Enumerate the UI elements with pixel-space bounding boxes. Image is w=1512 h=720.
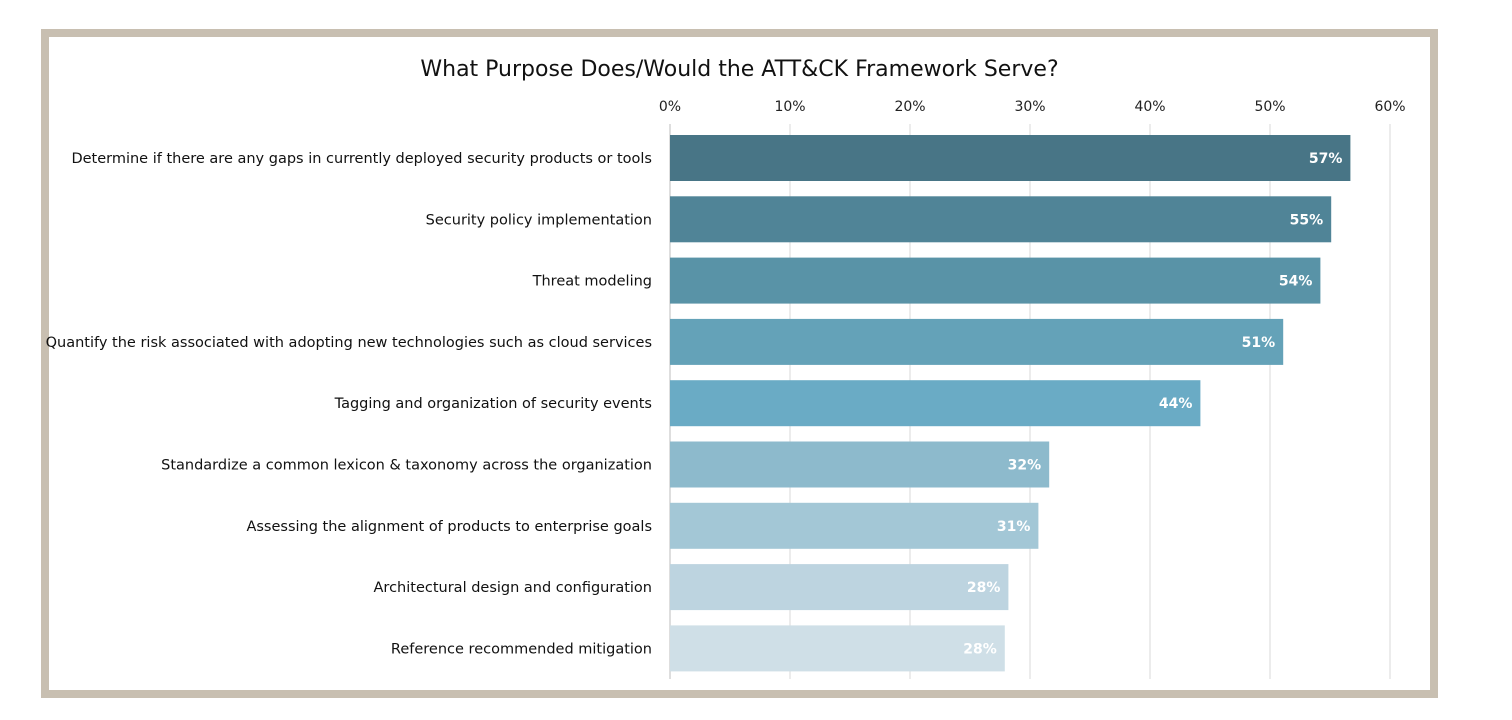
data-label: 54% [1279,274,1313,290]
bar [670,380,1201,427]
x-tick-label: 0% [659,99,681,115]
category-label: Assessing the alignment of products to e… [246,519,652,535]
bars [670,135,1351,672]
data-label: 28% [963,641,997,657]
data-label: 44% [1159,396,1193,412]
data-label: 51% [1242,335,1276,351]
value-labels: 57% 55% 54% 51% 44% 32% 31% 28% 28% [963,151,1342,657]
data-label: 32% [1008,458,1042,474]
category-label: Quantify the risk associated with adopti… [46,335,652,351]
bar [670,318,1284,365]
category-label: Threat modeling [532,274,652,290]
bar [670,441,1050,488]
data-label: 57% [1309,151,1343,167]
x-tick-label: 60% [1374,99,1405,115]
x-tick-label: 30% [1014,99,1045,115]
data-label: 31% [997,519,1031,535]
data-label: 28% [967,580,1001,596]
category-label: Security policy implementation [426,212,652,228]
category-label: Determine if there are any gaps in curre… [71,151,652,167]
bar [670,196,1332,243]
category-label: Reference recommended mitigation [391,641,652,657]
bar [670,625,1005,672]
category-labels: Determine if there are any gaps in curre… [46,151,652,657]
x-tick-label: 50% [1254,99,1285,115]
x-axis-ticks: 0% 10% 20% 30% 40% 50% 60% [659,99,1406,115]
category-label: Standardize a common lexicon & taxonomy … [161,458,652,474]
x-tick-label: 10% [774,99,805,115]
category-label: Architectural design and configuration [374,580,652,596]
bar [670,502,1039,549]
bar [670,135,1351,181]
x-tick-label: 40% [1134,99,1165,115]
bar [670,257,1321,304]
bar [670,564,1009,611]
chart-title: What Purpose Does/Would the ATT&CK Frame… [420,57,1059,82]
x-tick-label: 20% [894,99,925,115]
category-label: Tagging and organization of security eve… [334,396,652,412]
data-label: 55% [1290,212,1324,228]
